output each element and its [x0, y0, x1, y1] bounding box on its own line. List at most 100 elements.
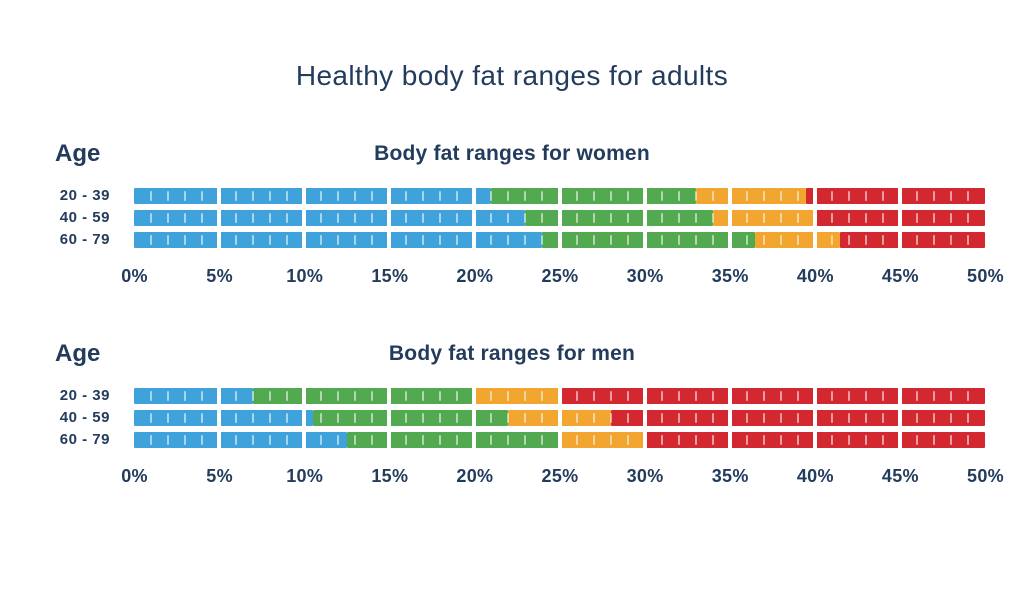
axis-tick-label: 5%: [206, 466, 233, 486]
one-percent-tick: [286, 213, 289, 223]
five-percent-block-gap: [897, 431, 902, 449]
one-percent-tick: [847, 235, 850, 245]
one-percent-tick: [269, 391, 272, 401]
one-percent-tick: [439, 191, 442, 201]
one-percent-tick: [507, 213, 510, 223]
one-percent-tick: [796, 213, 799, 223]
one-percent-tick: [184, 413, 187, 423]
one-percent-tick: [201, 235, 204, 245]
five-percent-block-gap: [897, 187, 902, 205]
one-percent-tick: [354, 235, 357, 245]
one-percent-tick: [184, 435, 187, 445]
five-percent-block-gap: [727, 409, 732, 427]
one-percent-tick: [252, 213, 255, 223]
age-label: 40 - 59: [59, 209, 110, 226]
age-column-header: Age: [55, 340, 101, 367]
one-percent-tick: [201, 435, 204, 445]
axis-tick-label: 25%: [541, 466, 579, 486]
one-percent-tick: [541, 435, 544, 445]
five-percent-block-gap: [217, 209, 222, 227]
one-percent-tick: [949, 213, 952, 223]
one-percent-tick: [422, 213, 425, 223]
one-percent-tick: [762, 413, 765, 423]
one-percent-tick: [167, 213, 170, 223]
five-percent-block-gap: [897, 409, 902, 427]
one-percent-tick: [677, 191, 680, 201]
one-percent-tick: [677, 391, 680, 401]
one-percent-tick: [201, 213, 204, 223]
one-percent-tick: [252, 435, 255, 445]
one-percent-tick: [150, 191, 153, 201]
one-percent-tick: [575, 235, 578, 245]
body-fat-bar: [134, 209, 985, 227]
five-percent-block-gap: [557, 187, 562, 205]
one-percent-tick: [269, 435, 272, 445]
five-percent-block-gap: [727, 209, 732, 227]
axis-tick-label: 20%: [456, 266, 494, 286]
five-percent-block-gap: [217, 387, 222, 405]
five-percent-block-gap: [727, 387, 732, 405]
bar-segment-blue: [134, 432, 347, 448]
five-percent-block-gap: [387, 387, 392, 405]
one-percent-tick: [337, 391, 340, 401]
bar-segment-orange: [695, 188, 807, 204]
one-percent-tick: [167, 191, 170, 201]
axis-tick-label: 15%: [371, 466, 409, 486]
one-percent-tick: [745, 413, 748, 423]
one-percent-tick: [796, 391, 799, 401]
axis-tick-label: 40%: [796, 266, 834, 286]
one-percent-tick: [184, 391, 187, 401]
one-percent-tick: [966, 391, 969, 401]
five-percent-block-gap: [217, 231, 222, 249]
one-percent-tick: [167, 413, 170, 423]
one-percent-tick: [949, 235, 952, 245]
chart-section-women: Age Body fat ranges for women 20 - 39 40 …: [0, 140, 1024, 300]
one-percent-tick: [609, 191, 612, 201]
five-percent-block-gap: [472, 209, 477, 227]
one-percent-tick: [150, 391, 153, 401]
age-label: 60 - 79: [59, 431, 110, 448]
one-percent-tick: [286, 235, 289, 245]
one-percent-tick: [354, 435, 357, 445]
one-percent-tick: [150, 213, 153, 223]
one-percent-tick: [949, 413, 952, 423]
axis-tick-label: 10%: [286, 466, 324, 486]
one-percent-tick: [796, 413, 799, 423]
bar-segment-green: [542, 232, 756, 248]
one-percent-tick: [541, 213, 544, 223]
axis-tick-label: 35%: [711, 466, 749, 486]
one-percent-tick: [439, 235, 442, 245]
one-percent-tick: [830, 191, 833, 201]
one-percent-tick: [167, 235, 170, 245]
one-percent-tick: [422, 435, 425, 445]
one-percent-tick: [320, 235, 323, 245]
one-percent-tick: [269, 413, 272, 423]
axis-tick-label: 25%: [541, 266, 579, 286]
one-percent-tick: [932, 213, 935, 223]
one-percent-tick: [779, 235, 782, 245]
one-percent-tick: [524, 235, 527, 245]
one-percent-tick: [830, 213, 833, 223]
one-percent-tick: [660, 235, 663, 245]
one-percent-tick: [541, 191, 544, 201]
one-percent-tick: [830, 435, 833, 445]
five-percent-block-gap: [897, 387, 902, 405]
one-percent-tick: [320, 435, 323, 445]
one-percent-tick: [456, 413, 459, 423]
bar-row: 60 - 79: [0, 231, 1024, 249]
five-percent-block-gap: [557, 209, 562, 227]
one-percent-tick: [881, 213, 884, 223]
five-percent-block-gap: [217, 431, 222, 449]
bar-segment-green: [253, 388, 475, 404]
one-percent-tick: [626, 391, 629, 401]
bar-segment-green: [312, 410, 509, 426]
one-percent-tick: [830, 413, 833, 423]
one-percent-tick: [405, 213, 408, 223]
one-percent-tick: [524, 391, 527, 401]
five-percent-block-gap: [387, 409, 392, 427]
one-percent-tick: [966, 235, 969, 245]
one-percent-tick: [864, 413, 867, 423]
one-percent-tick: [932, 191, 935, 201]
five-percent-block-gap: [557, 387, 562, 405]
one-percent-tick: [660, 391, 663, 401]
